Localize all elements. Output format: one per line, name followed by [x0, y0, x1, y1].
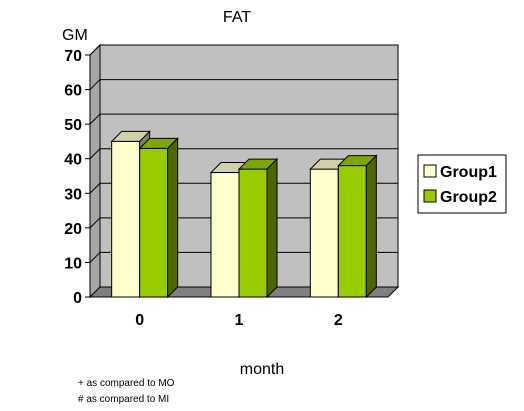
note-mi: # as compared to MI	[78, 394, 170, 405]
bar-front	[337, 165, 367, 298]
gridline-side	[89, 217, 101, 229]
y-tick-label: 20	[64, 221, 82, 238]
side-wall	[89, 43, 101, 299]
y-tick-label: 0	[73, 290, 82, 307]
legend-label: Group1	[440, 164, 497, 181]
y-tick-label: 10	[64, 255, 82, 272]
legend-swatch	[423, 164, 437, 178]
bar-front	[238, 168, 268, 298]
note-mo: + as compared to MO	[78, 378, 175, 389]
x-tick-label: 0	[135, 312, 144, 329]
y-tick-label: 60	[64, 83, 82, 100]
bar-group2-1	[237, 157, 279, 299]
gridline-side	[89, 79, 101, 90]
bar-front	[139, 147, 169, 298]
bar-group2-0	[138, 137, 179, 299]
legend-label: Group2	[440, 189, 497, 206]
x-ticks: 0 1 2	[135, 312, 343, 329]
bar-front	[111, 140, 141, 298]
y-tick-label: 50	[64, 117, 82, 134]
gridline-side	[89, 148, 101, 160]
y-tick-label: 30	[64, 186, 82, 203]
x-axis-label: month	[240, 361, 284, 378]
bar-group2-2	[337, 154, 378, 299]
gridline-side	[89, 252, 101, 263]
y-tick-label: 40	[64, 152, 82, 169]
x-tick-label: 1	[235, 312, 244, 329]
legend-swatch	[423, 189, 437, 203]
gridline-side	[89, 182, 101, 194]
y-tick-label: 70	[64, 48, 82, 65]
chart-title: FAT	[223, 9, 251, 26]
y-axis-label: GM	[62, 27, 88, 44]
bar-side	[266, 157, 278, 299]
bar-front	[309, 168, 339, 298]
legend: Group1 Group2	[417, 154, 507, 214]
y-ticks: 0 10 20 30 40 50 60 70	[64, 48, 388, 307]
bar-side	[365, 154, 377, 299]
x-tick-label: 2	[334, 312, 343, 329]
bars	[110, 130, 378, 299]
gridline-side	[89, 44, 101, 56]
gridline-side	[89, 113, 101, 125]
bar-side	[167, 137, 179, 299]
bar-front	[210, 172, 240, 298]
